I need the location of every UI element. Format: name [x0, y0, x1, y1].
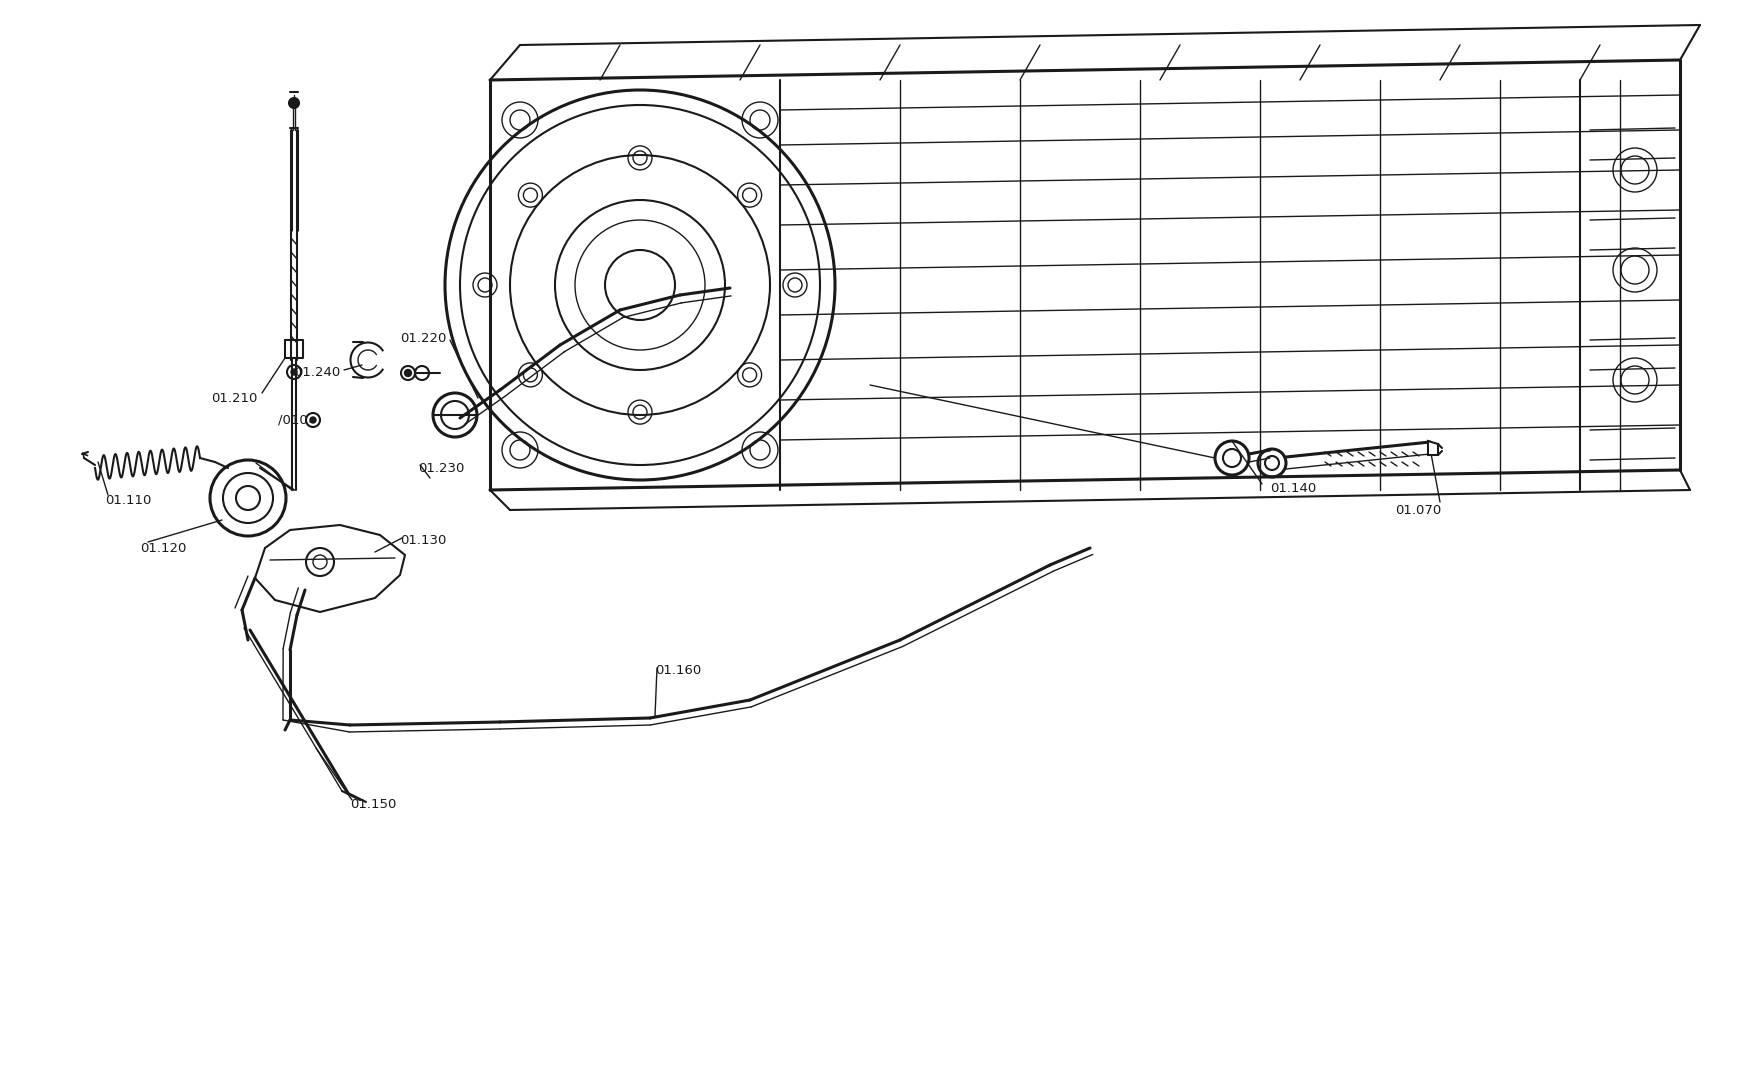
- Text: 01.130: 01.130: [400, 534, 447, 547]
- Text: 01.120: 01.120: [139, 541, 186, 554]
- Text: 01.160: 01.160: [654, 663, 701, 676]
- Circle shape: [290, 369, 297, 374]
- Text: 01.140: 01.140: [1269, 482, 1315, 494]
- Text: 01.240: 01.240: [294, 366, 339, 379]
- Circle shape: [289, 98, 299, 108]
- Polygon shape: [1428, 441, 1436, 455]
- Circle shape: [1264, 456, 1278, 470]
- Text: 01.070: 01.070: [1395, 504, 1440, 517]
- Text: 01.230: 01.230: [417, 461, 464, 474]
- Text: 01.110: 01.110: [104, 493, 151, 506]
- Circle shape: [403, 369, 410, 377]
- Text: 01.150: 01.150: [350, 798, 396, 811]
- Text: /010: /010: [278, 413, 308, 427]
- Text: 01.220: 01.220: [400, 332, 447, 345]
- Circle shape: [310, 417, 316, 423]
- Text: 01.210: 01.210: [212, 392, 257, 404]
